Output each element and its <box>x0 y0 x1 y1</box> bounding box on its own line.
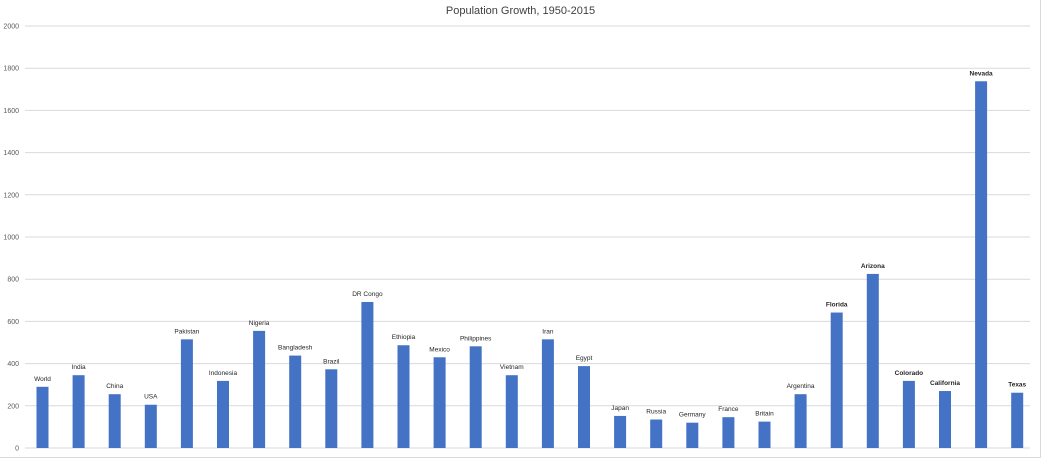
bar-label-mexico: Mexico <box>429 346 450 353</box>
bar-label-arizona: Arizona <box>861 263 885 270</box>
bar-russia <box>650 419 663 448</box>
bar-label-usa: USA <box>144 394 158 401</box>
y-tick-label: 800 <box>7 277 19 284</box>
y-tick-label: 1800 <box>3 66 19 73</box>
bar-label-indonesia: Indonesia <box>209 370 238 377</box>
y-axis-ticks: 0 200 400 600 800 1000 1200 1400 1600 1800 2000 <box>3 24 19 453</box>
bar-usa <box>144 404 157 448</box>
bar-britain <box>758 421 771 448</box>
y-tick-label: 400 <box>7 361 19 368</box>
bar-world <box>36 386 49 448</box>
bar-pakistan <box>180 339 193 448</box>
bar-china <box>108 394 121 448</box>
bar-label-dr-congo: DR Congo <box>352 291 383 298</box>
bar-label-colorado: Colorado <box>895 370 924 377</box>
bar-label-ethiopia: Ethiopia <box>392 334 416 341</box>
bar-indonesia <box>217 380 229 448</box>
bar-label-india: India <box>72 364 86 371</box>
chart-title: Population Growth, 1950-2015 <box>445 5 596 17</box>
y-tick-label: 600 <box>7 319 19 326</box>
bar-label-iran: Iran <box>542 328 554 335</box>
bar-nevada <box>975 81 988 449</box>
bar-bangladesh <box>289 355 302 448</box>
bar-iran <box>541 339 554 448</box>
bar-label-bangladesh: Bangladesh <box>278 345 313 352</box>
bar-label-argentina: Argentina <box>787 383 815 390</box>
bar-label-brazil: Brazil <box>323 358 340 365</box>
bar-philippines <box>469 346 482 448</box>
bar-label-florida: Florida <box>826 302 848 309</box>
bar-label-philippines: Philippines <box>460 335 492 342</box>
bar-label-france: France <box>718 406 739 413</box>
bar-california <box>939 391 951 448</box>
bars <box>36 81 1024 449</box>
bar-mexico <box>433 357 446 448</box>
bar-label-nigeria: Nigeria <box>249 320 270 327</box>
bar-florida <box>830 312 843 448</box>
bar-label-china: China <box>106 383 123 390</box>
bar-labels: World India China USA Pakistan Indonesia Niger… <box>34 70 1026 418</box>
bar-label-pakistan: Pakistan <box>174 328 199 335</box>
bar-vietnam <box>505 375 518 448</box>
bar-india <box>72 375 85 448</box>
y-tick-label: 1000 <box>3 235 19 242</box>
bar-label-nevada: Nevada <box>970 70 994 77</box>
y-tick-label: 200 <box>7 403 19 410</box>
y-tick-label: 1600 <box>3 108 19 115</box>
bar-label-vietnam: Vietnam <box>500 364 524 371</box>
bar-france <box>722 417 735 448</box>
gridlines <box>25 25 1030 449</box>
bar-arizona <box>866 273 879 448</box>
bar-label-germany: Germany <box>679 412 706 419</box>
bar-brazil <box>325 369 338 448</box>
bar-label-britain: Britain <box>755 411 774 418</box>
bar-argentina <box>794 394 807 448</box>
bar-japan <box>614 415 627 448</box>
bar-texas <box>1011 392 1024 448</box>
bar-label-japan: Japan <box>611 405 629 412</box>
bar-nigeria <box>253 330 266 448</box>
bar-label-egypt: Egypt <box>576 355 593 362</box>
bar-colorado <box>902 380 915 448</box>
bar-label-world: World <box>34 376 51 383</box>
bar-label-texas: Texas <box>1008 382 1026 389</box>
bar-dr-congo <box>361 301 374 448</box>
y-tick-label: 1200 <box>3 192 19 199</box>
y-tick-label: 0 <box>15 446 19 453</box>
bar-ethiopia <box>397 345 410 448</box>
y-tick-label: 2000 <box>3 24 19 31</box>
bar-label-russia: Russia <box>646 409 666 416</box>
bar-label-california: California <box>930 380 960 387</box>
bar-egypt <box>578 366 590 448</box>
y-tick-label: 1400 <box>3 150 19 157</box>
bar-germany <box>686 422 699 448</box>
